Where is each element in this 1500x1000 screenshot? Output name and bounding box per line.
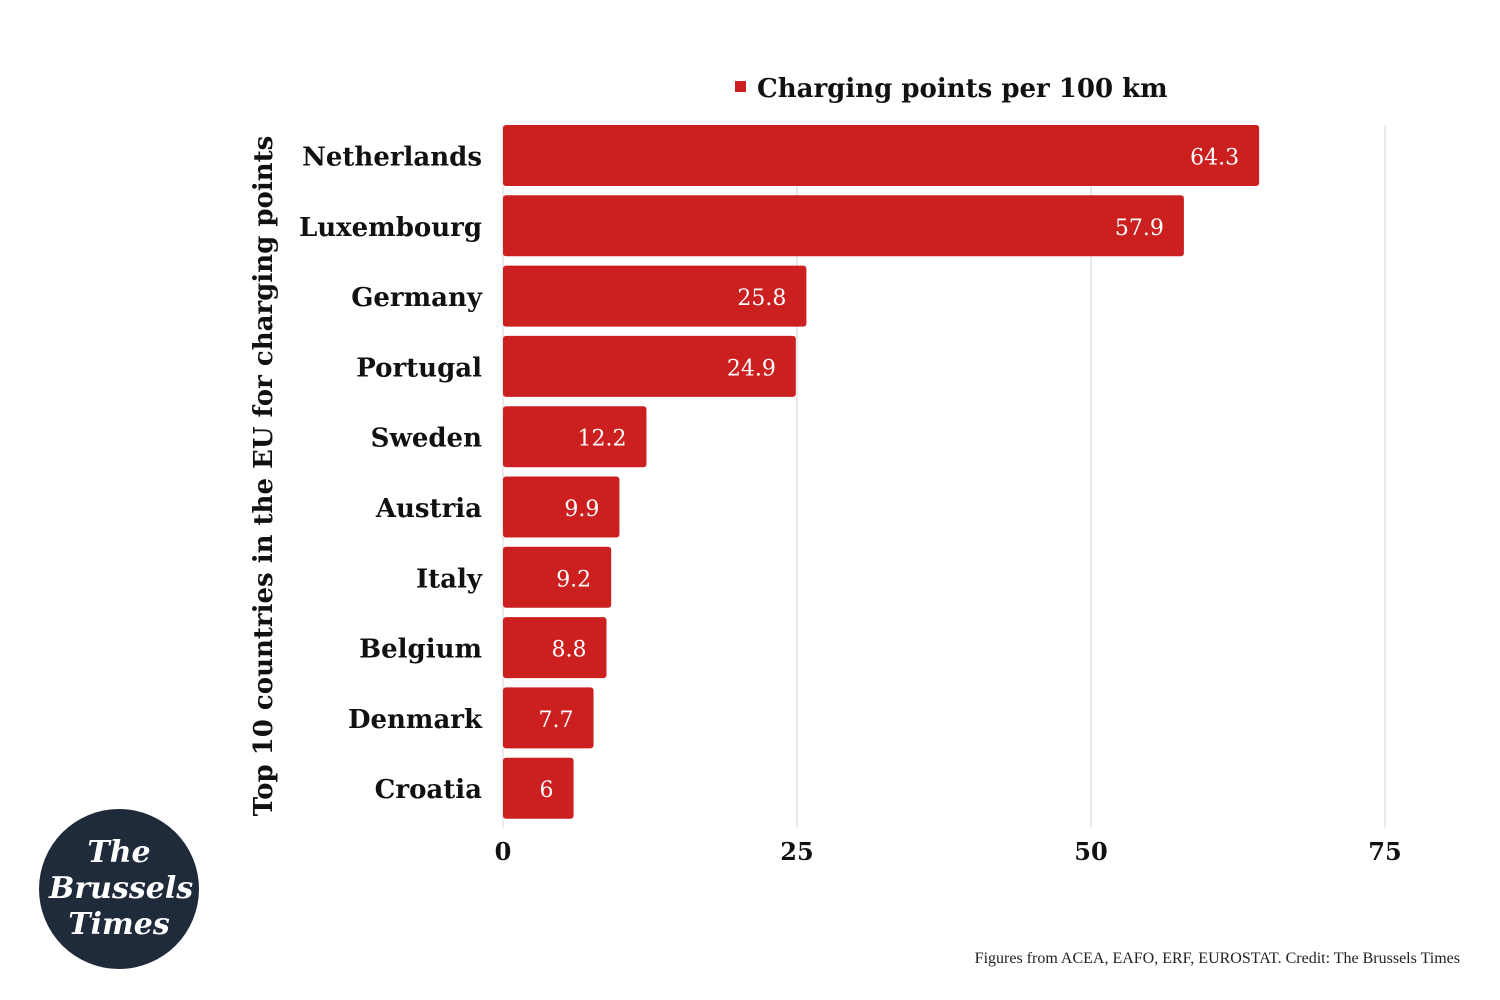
bar bbox=[503, 195, 1184, 257]
bar bbox=[503, 757, 574, 819]
category-label: Luxembourg bbox=[299, 213, 482, 243]
x-tick-label: 0 bbox=[495, 837, 512, 866]
y-axis-title: Top 10 countries in the EU for charging … bbox=[249, 136, 279, 817]
bar-value-label: 7.7 bbox=[539, 708, 574, 733]
bar-value-label: 8.8 bbox=[551, 638, 586, 663]
logo-line-2: Brussels bbox=[49, 871, 194, 906]
category-label: Croatia bbox=[375, 775, 482, 805]
legend: Charging points per 100 km bbox=[735, 74, 1168, 104]
bar bbox=[503, 617, 607, 679]
logo-line-3: Times bbox=[68, 907, 170, 942]
legend-label: Charging points per 100 km bbox=[757, 74, 1168, 104]
bar-value-label: 12.2 bbox=[577, 427, 626, 452]
category-label: Germany bbox=[351, 283, 483, 313]
bar-value-label: 57.9 bbox=[1115, 216, 1164, 241]
category-label: Belgium bbox=[359, 635, 482, 665]
bar-value-label: 25.8 bbox=[737, 286, 786, 311]
bar-value-label: 9.9 bbox=[564, 497, 599, 522]
bar-value-label: 6 bbox=[540, 778, 554, 803]
x-tick-label: 25 bbox=[780, 837, 813, 866]
logo-line-1: The bbox=[87, 835, 151, 870]
category-labels: Netherlands Luxembourg Germany Portugal Swed… bbox=[299, 143, 483, 806]
category-label: Denmark bbox=[348, 705, 483, 735]
bar bbox=[503, 476, 620, 538]
bar bbox=[503, 546, 612, 608]
source-credit: Figures from ACEA, EAFO, ERF, EUROSTAT. … bbox=[974, 950, 1460, 967]
bar-value-label: 9.2 bbox=[556, 567, 591, 592]
bar bbox=[503, 335, 796, 397]
category-label: Portugal bbox=[356, 353, 482, 383]
legend-swatch bbox=[735, 81, 746, 92]
category-label: Netherlands bbox=[302, 143, 482, 173]
bar-value-label: 24.9 bbox=[727, 356, 776, 381]
category-label: Sweden bbox=[371, 424, 482, 454]
bar-value-labels: 64.3 57.9 25.8 24.9 12.2 9.9 9.2 8.8 7.7 6 bbox=[539, 146, 1240, 804]
x-tick-label: 75 bbox=[1368, 837, 1401, 866]
x-tick-label: 50 bbox=[1074, 837, 1107, 866]
bar bbox=[503, 687, 594, 749]
x-tick-labels: 0 25 50 75 bbox=[495, 837, 1402, 866]
category-label: Austria bbox=[375, 494, 482, 524]
category-label: Italy bbox=[416, 564, 483, 594]
bar bbox=[503, 125, 1260, 186]
bar-value-label: 64.3 bbox=[1190, 146, 1239, 171]
bar bbox=[503, 265, 807, 327]
bar bbox=[503, 406, 647, 468]
brussels-times-logo: The Brussels Times bbox=[39, 809, 199, 969]
bars bbox=[503, 125, 1260, 819]
